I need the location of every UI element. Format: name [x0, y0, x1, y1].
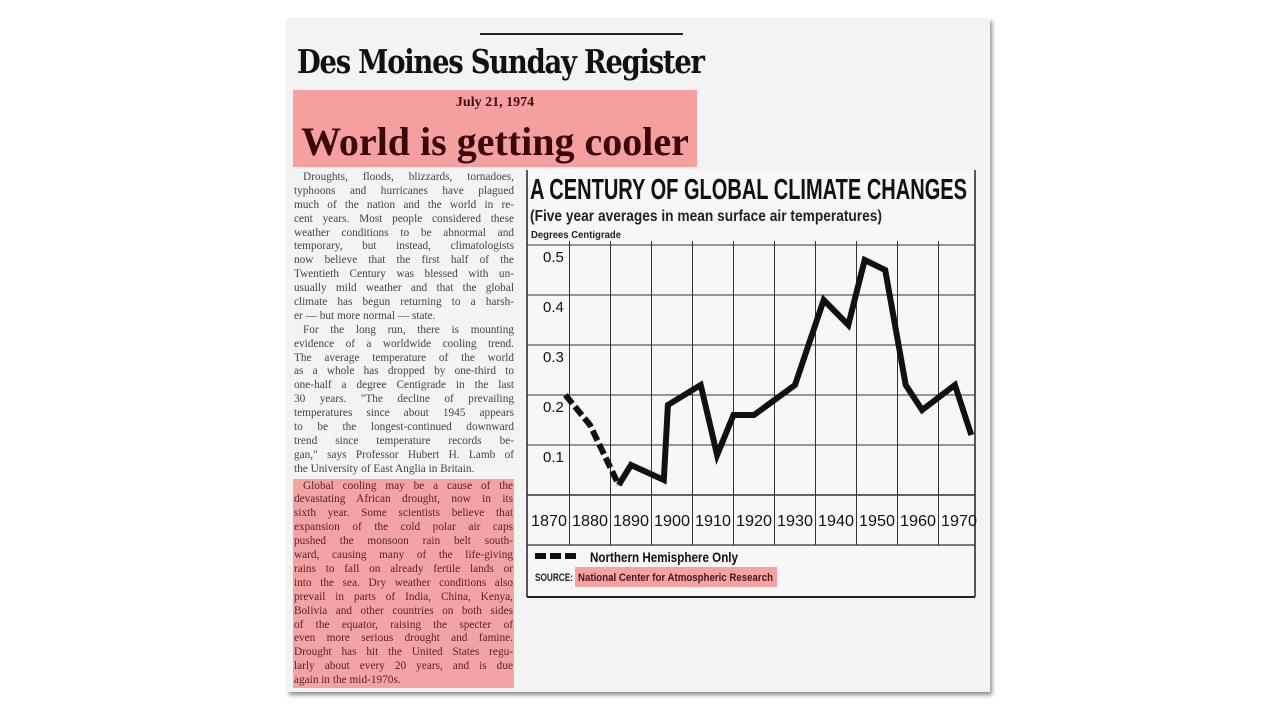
masthead-rule — [480, 33, 683, 35]
x-tick-label: 1960 — [900, 513, 936, 530]
article-line: typhoons and hurricanes have plagued — [294, 184, 514, 197]
x-tick-label: 1930 — [777, 513, 813, 530]
article-line: Global cooling may be a cause of the — [303, 479, 513, 492]
article-line: 30 years. "The decline of prevailing — [294, 393, 514, 406]
article-line: one-half a degree Centigrade in the last — [294, 379, 514, 392]
source-text: National Center for Atmospheric Research — [578, 572, 773, 584]
article-line: trend since temperature records be- — [294, 434, 514, 447]
article-line: er — but more normal — state. — [294, 309, 436, 322]
source-highlight — [575, 567, 777, 587]
headline: World is getting cooler — [301, 119, 689, 164]
article-line: For the long run, there is mounting — [303, 323, 514, 336]
article-line: now believe that the first half of the — [294, 254, 514, 267]
paragraph: For the long run, there is mounting evide… — [294, 324, 514, 477]
y-tick-label: 0.3 — [543, 349, 564, 366]
paragraph: Droughts, floods, blizzards, tornadoes, t… — [294, 171, 514, 324]
article-line: cent years. Most people considered these — [294, 212, 514, 225]
article-line: the University of East Anglia in Britain… — [294, 462, 475, 475]
article-line: temperatures since about 1945 appears — [294, 407, 514, 420]
x-tick-label: 1900 — [654, 513, 690, 530]
legend-dash-1 — [535, 553, 546, 559]
source-label: SOURCE: — [535, 572, 573, 584]
climate-chart: A CENTURY OF GLOBAL CLIMATE CHANGES (Fiv… — [526, 170, 977, 598]
y-tick-label: 0.4 — [543, 299, 564, 316]
article-line: temporary, but instead, climatologists — [294, 240, 514, 253]
x-tick-label: 1890 — [613, 513, 649, 530]
article-line: rains to fall on already fertile lands o… — [294, 562, 513, 575]
article-line: Droughts, floods, blizzards, tornadoes, — [303, 171, 514, 183]
headline-highlight: July 21, 1974 World is getting cooler — [293, 90, 697, 167]
masthead: Des Moines Sunday Register — [297, 42, 705, 81]
highlighted-paragraph: Global cooling may be a cause of the deva… — [293, 478, 514, 688]
x-tick-label: 1920 — [736, 513, 772, 530]
article-line: weather conditions to be abnormal and — [294, 226, 514, 239]
x-tick-label: 1940 — [818, 513, 854, 530]
article-line: Drought has hit the United States regu- — [294, 646, 513, 659]
article-line: to be the longest-continued downward — [294, 421, 514, 434]
legend-dash-3 — [565, 553, 576, 559]
article-line: pushed the monsoon rain belt south- — [294, 535, 513, 548]
article-line: prevail in parts of India, China, Kenya, — [294, 590, 513, 603]
legend-dash-2 — [550, 553, 561, 559]
x-tick-label: 1870 — [531, 513, 567, 530]
article-line: devastating African drought, now in its — [294, 493, 513, 506]
article-line: into the sea. Dry weather conditions als… — [294, 576, 513, 589]
article-line: climate has begun returning to a harsh- — [294, 296, 514, 309]
article-line: again in the mid-1970s. — [294, 674, 401, 687]
legend: Northern Hemisphere Only — [535, 549, 738, 565]
article-line: ward, causing many of the life-giving — [294, 549, 513, 562]
article-line: evidence of a worldwide cooling trend. — [294, 337, 514, 350]
article-line: of the equator, raising the specter of — [294, 618, 513, 631]
legend-label: Northern Hemisphere Only — [590, 549, 738, 565]
article-line: expansion of the cold polar air caps — [294, 521, 513, 534]
article-line: gan," says Professor Hubert H. Lamb of — [294, 448, 514, 461]
chart-subtitle: (Five year averages in mean surface air … — [530, 208, 882, 225]
article-line: Twentieth Century was blessed with un- — [294, 268, 514, 281]
article-line: even more serious drought and famine. — [294, 632, 513, 645]
chart-title: A CENTURY OF GLOBAL CLIMATE CHANGES — [530, 174, 967, 206]
article-line: larly about every 20 years, and is due — [294, 660, 513, 673]
article-line: as a whole has dropped by one-third to — [294, 365, 514, 378]
y-tick-label: 0.5 — [543, 249, 564, 266]
article-line: usually mild weather and that the global — [294, 282, 514, 295]
y-tick-label: 0.1 — [543, 449, 564, 466]
y-axis-label: Degrees Centigrade — [531, 230, 621, 241]
x-tick-label: 1950 — [859, 513, 895, 530]
publication-date: July 21, 1974 — [455, 95, 535, 110]
x-tick-label: 1910 — [695, 513, 731, 530]
article-line: sixth year. Some scientists believe that — [294, 507, 513, 520]
y-tick-label: 0.2 — [543, 399, 564, 416]
article-body: Droughts, floods, blizzards, tornadoes, t… — [293, 171, 514, 688]
x-tick-label: 1970 — [941, 513, 977, 530]
article-line: much of the nation and the world in re- — [294, 198, 514, 211]
chart-background — [527, 170, 975, 597]
article-line: Bolivia and other countries on both side… — [294, 604, 513, 617]
x-tick-label: 1880 — [572, 513, 608, 530]
article-line: The average temperature of the world — [294, 351, 514, 364]
